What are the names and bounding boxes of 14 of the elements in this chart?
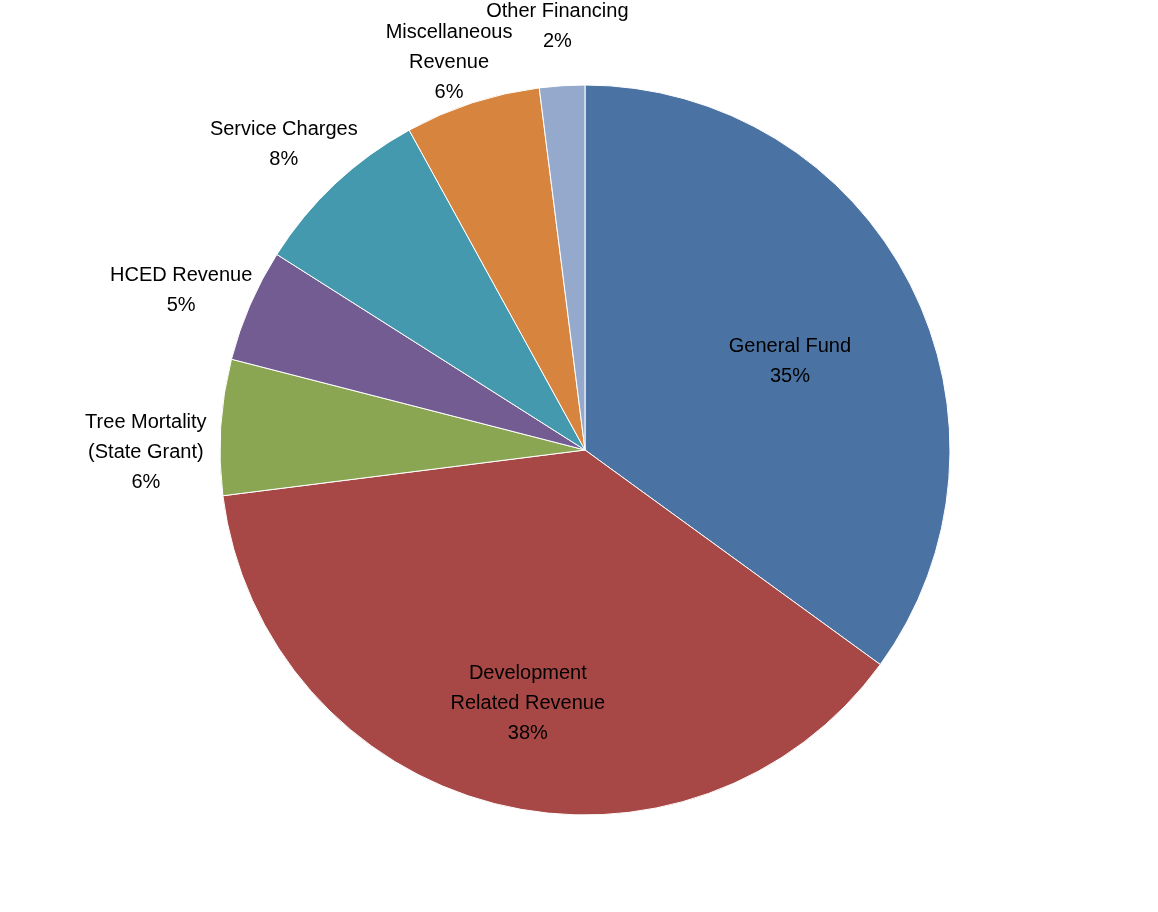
slice-label: Miscellaneous Revenue (385, 19, 513, 72)
slice-label: General Fund (728, 333, 852, 356)
slice-label: HCED Revenue (110, 263, 253, 286)
data-label: 2% (542, 28, 573, 51)
data-label: 6% (434, 79, 464, 102)
data-label: 5% (166, 293, 196, 316)
data-label: 8% (269, 147, 299, 170)
data-label: 38% (507, 720, 549, 743)
slice-label: Tree Mortality (State Grant) (85, 410, 207, 463)
slice-label: Development Related Revenue (450, 660, 606, 713)
data-label: 35% (769, 363, 811, 386)
data-label: 6% (131, 470, 161, 493)
slice-label: Service Charges (209, 117, 358, 140)
slice-label: Other Financing (486, 0, 629, 21)
